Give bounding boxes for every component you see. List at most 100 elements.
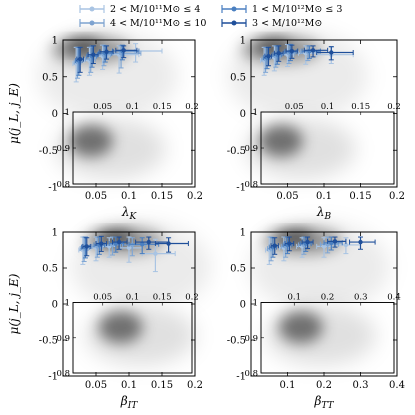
legend-label-3: 3 < M/10¹²M⊙ <box>252 18 322 29</box>
x-tick-label: 0.1 <box>121 191 137 202</box>
x-tick-label: 0.05 <box>85 380 107 391</box>
legend: 2 < M/10¹¹M⊙ ≤ 4 4 < M/10¹¹M⊙ ≤ 10 1 < M… <box>79 4 342 29</box>
x-tick-label: 0.05 <box>276 191 298 202</box>
y-tick-label: -0.5 <box>39 336 58 347</box>
y-tick-label: 1 <box>52 228 58 239</box>
x-axis-label: βIT <box>120 394 138 411</box>
y-tick-label: 0.5 <box>230 264 246 275</box>
data-point <box>301 236 314 250</box>
series-3 <box>264 44 354 67</box>
x-tick-label: 0.15 <box>151 191 173 202</box>
x-tick-label: 0.1 <box>316 191 332 202</box>
panel-1: 0.05 0.1 0.15 0.210.90.80.05 0.1 0.15 0.210.50… <box>227 30 405 222</box>
inset-y-tick-label: 1 <box>65 108 70 118</box>
y-tick-label: 1 <box>240 36 246 47</box>
y-axis-label: μ(j_L, j_E) <box>7 83 21 144</box>
inset-x-tick-label: 0.4 <box>387 293 401 303</box>
y-tick-label: 0 <box>240 109 246 120</box>
y-tick-label: 1 <box>52 36 58 47</box>
inset-x-tick-label: 0.1 <box>126 293 140 303</box>
inset-x-tick-label: 0.15 <box>351 102 370 112</box>
series-0 <box>259 43 354 76</box>
data-point <box>82 237 92 257</box>
y-tick-label: 0.5 <box>230 72 246 83</box>
data-point <box>112 236 128 250</box>
series-3 <box>270 236 376 255</box>
y-tick-label: 0 <box>240 300 246 311</box>
x-axis-label: λB <box>316 205 332 222</box>
legend-label-1: 4 < M/10¹¹M⊙ ≤ 10 <box>110 18 206 29</box>
y-tick-label: 0 <box>52 109 58 120</box>
y-tick-label: 0.5 <box>42 72 58 83</box>
series-3 <box>76 45 138 73</box>
data-point <box>284 236 295 252</box>
panel-2: 0.05 0.1 0.15 0.210.90.80.05 0.1 0.15 0.210.50… <box>7 222 211 411</box>
legend-entry-3: 3 < M/10¹²M⊙ <box>221 18 322 29</box>
x-tick-label: 0.15 <box>151 380 173 391</box>
inset-x-tick-label: 0.15 <box>153 102 172 112</box>
data-point <box>270 237 279 255</box>
inset-y-tick-label: 1 <box>253 299 258 309</box>
data-point <box>327 236 347 248</box>
x-tick-label: 0.15 <box>349 191 371 202</box>
legend-entry-0: 2 < M/10¹¹M⊙ ≤ 4 <box>79 4 200 15</box>
inset-x-tick-label: 0.2 <box>185 293 199 303</box>
inset-x-tick-label: 0.2 <box>185 102 199 112</box>
data-point <box>95 235 108 252</box>
data-point <box>273 45 284 62</box>
legend-entry-2: 1 < M/10¹²M⊙ ≤ 3 <box>221 4 342 15</box>
y-tick-label: 1 <box>240 228 246 239</box>
data-point <box>303 45 329 58</box>
y-tick-label: -1 <box>236 183 246 194</box>
y-axis-label: μ(j_L, j_E) <box>7 273 21 334</box>
x-tick-label: 0.1 <box>280 380 296 391</box>
y-tick-label: -0.5 <box>227 336 246 347</box>
inset-x-tick-label: 0.1 <box>126 102 140 112</box>
legend-entry-1: 4 < M/10¹¹M⊙ ≤ 10 <box>79 18 206 29</box>
inset-y-tick-label: 1 <box>253 108 258 118</box>
y-tick-label: -0.5 <box>39 146 58 157</box>
inset-x-tick-label: 0.2 <box>321 293 335 303</box>
inset-x-tick-label: 0.1 <box>321 102 335 112</box>
y-tick-label: 0 <box>52 300 58 311</box>
data-point <box>76 46 84 73</box>
inset-x-tick-label: 0.05 <box>93 293 112 303</box>
y-tick-label: 0.5 <box>42 264 58 275</box>
x-tick-label: 0.3 <box>353 380 369 391</box>
panel-3: 0.1 0.2 0.3 0.410.90.80.1 0.2 0.3 0.410.50-0.5… <box>227 222 405 411</box>
inset-x-tick-label: 0.15 <box>153 293 172 303</box>
inset-x-tick-label: 0.05 <box>285 102 304 112</box>
inset-y-tick-label: 1 <box>65 299 70 309</box>
x-tick-label: 0.2 <box>316 380 332 391</box>
y-tick-label: -1 <box>48 372 58 383</box>
legend-label-0: 2 < M/10¹¹M⊙ ≤ 4 <box>110 4 200 15</box>
x-tick-label: 0.1 <box>121 380 137 391</box>
panel-0: 0.05 0.1 0.15 0.210.90.80.05 0.1 0.15 0.210.50… <box>7 30 203 222</box>
data-point <box>285 44 299 59</box>
x-tick-label: 0.2 <box>187 380 203 391</box>
x-tick-label: 0.4 <box>389 380 405 391</box>
y-tick-label: -0.5 <box>227 146 246 157</box>
series-3 <box>82 235 189 257</box>
y-tick-label: -1 <box>48 183 58 194</box>
inset-3: 0.1 0.2 0.3 0.410.90.8 <box>244 293 400 379</box>
data-point <box>99 45 114 60</box>
data-point <box>316 46 354 61</box>
data-point <box>349 236 376 250</box>
data-point <box>264 46 272 67</box>
x-tick-label: 0.2 <box>389 191 405 202</box>
inset-2: 0.05 0.1 0.15 0.210.90.8 <box>56 293 198 379</box>
legend-label-2: 1 < M/10¹²M⊙ ≤ 3 <box>252 4 342 15</box>
inset-0: 0.05 0.1 0.15 0.210.90.8 <box>55 102 199 190</box>
data-point <box>154 237 189 253</box>
inset-x-tick-label: 0.1 <box>287 293 301 303</box>
data-point <box>87 45 99 65</box>
inset-x-tick-label: 0.05 <box>93 102 112 112</box>
inset-1: 0.05 0.1 0.15 0.210.90.8 <box>244 102 400 190</box>
y-tick-label: -1 <box>236 372 246 383</box>
data-point <box>115 45 138 59</box>
inset-x-tick-label: 0.3 <box>354 293 368 303</box>
x-tick-label: 0.05 <box>85 191 107 202</box>
x-tick-label: 0.2 <box>187 191 203 202</box>
